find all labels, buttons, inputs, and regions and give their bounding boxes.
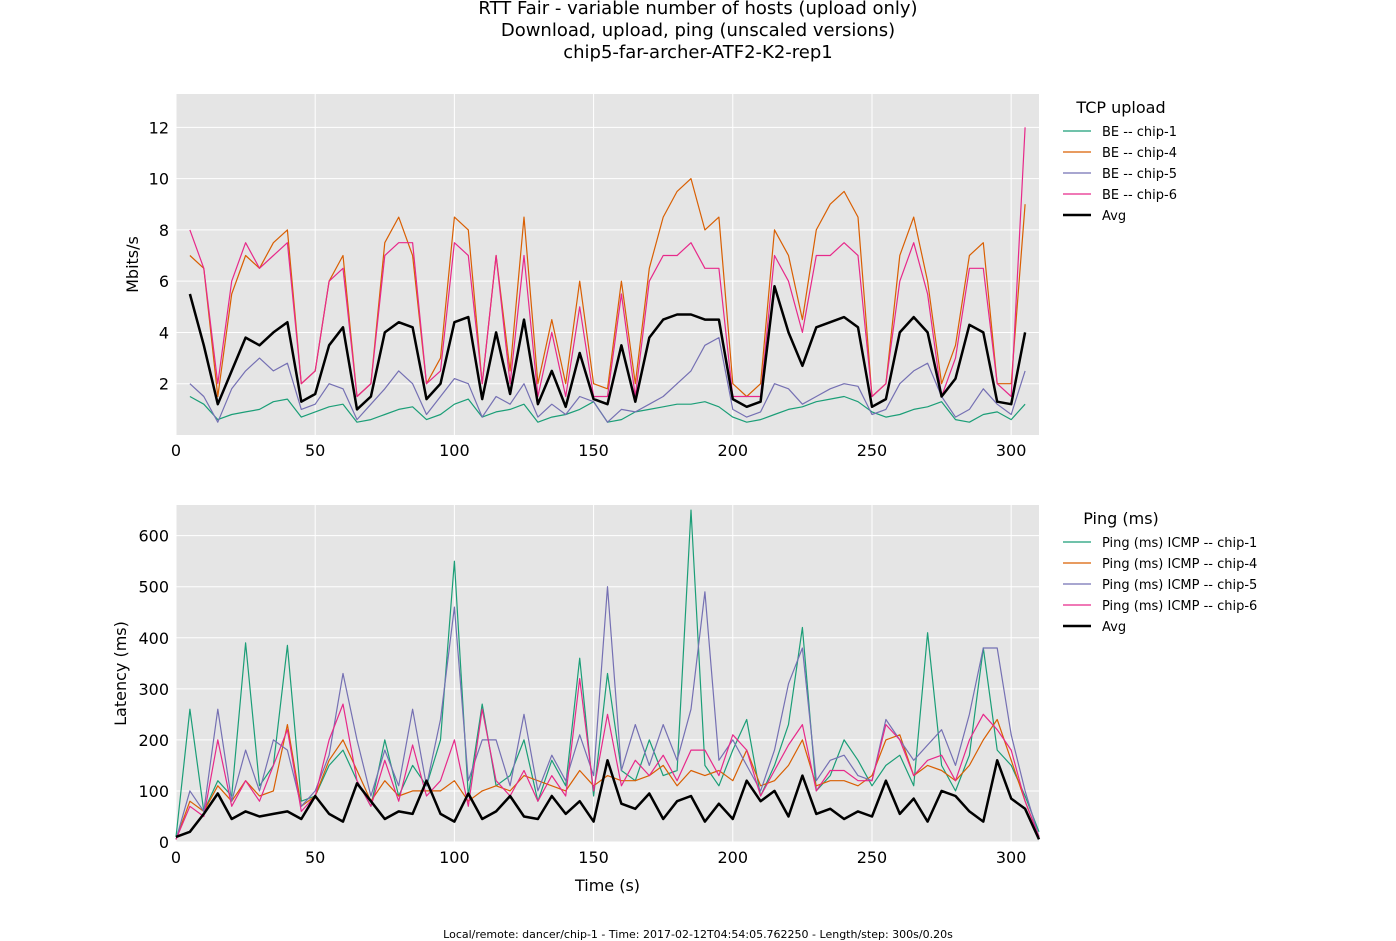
upload-series-chip-6 xyxy=(189,127,1026,398)
upload-legend-label-avg: Avg xyxy=(1102,209,1126,224)
upload-y-axis-label: Mbits/s xyxy=(123,236,142,293)
title-line-1: RTT Fair - variable number of hosts (upl… xyxy=(478,0,918,19)
upload-x-tick-label: 150 xyxy=(578,441,609,460)
ping-y-tick-label: 300 xyxy=(138,680,169,699)
upload-x-tick-label: 200 xyxy=(718,441,749,460)
upload-series-chip-5 xyxy=(189,337,1026,423)
ping-y-tick-label: 200 xyxy=(138,731,169,750)
upload-x-tick-label: 250 xyxy=(857,441,888,460)
ping-legend-label-avg: Avg xyxy=(1102,620,1126,635)
upload-y-tick-label: 10 xyxy=(149,170,169,189)
upload-x-tick-label: 300 xyxy=(996,441,1027,460)
ping-x-tick-label: 150 xyxy=(578,848,609,867)
ping-x-tick-label: 250 xyxy=(857,848,888,867)
ping-legend-label-chip-5: Ping (ms) ICMP -- chip-5 xyxy=(1102,578,1257,593)
upload-x-tick-label: 100 xyxy=(439,441,470,460)
upload-legend-label-chip-6: BE -- chip-6 xyxy=(1102,188,1177,203)
ping-y-tick-label: 0 xyxy=(159,833,169,852)
upload-y-tick-label: 4 xyxy=(159,323,169,342)
ping-y-tick-label: 400 xyxy=(138,629,169,648)
ping-x-axis-label: Time (s) xyxy=(574,876,640,895)
ping-y-axis-label: Latency (ms) xyxy=(111,621,130,726)
ping-x-tick-label: 50 xyxy=(305,848,325,867)
ping-x-tick-label: 300 xyxy=(996,848,1027,867)
title-line-2: Download, upload, ping (unscaled version… xyxy=(500,20,896,41)
upload-x-tick-label: 50 xyxy=(305,441,325,460)
ping-y-tick-label: 500 xyxy=(138,578,169,597)
footer-caption: Local/remote: dancer/chip-1 - Time: 2017… xyxy=(443,928,953,941)
upload-y-tick-label: 8 xyxy=(159,221,169,240)
ping-x-tick-label: 0 xyxy=(171,848,181,867)
upload-legend-label-chip-1: BE -- chip-1 xyxy=(1102,125,1177,140)
ping-x-tick-label: 100 xyxy=(439,848,470,867)
ping-series-chip-6 xyxy=(175,677,1040,840)
upload-x-tick-label: 0 xyxy=(171,441,181,460)
title-line-3: chip5-far-archer-ATF2-K2-rep1 xyxy=(563,42,833,63)
ping-legend-label-chip-6: Ping (ms) ICMP -- chip-6 xyxy=(1102,599,1257,614)
ping-legend-label-chip-1: Ping (ms) ICMP -- chip-1 xyxy=(1102,536,1257,551)
upload-series-avg xyxy=(188,285,1027,411)
ping-y-tick-label: 100 xyxy=(138,782,169,801)
upload-legend-label-chip-5: BE -- chip-5 xyxy=(1102,167,1177,182)
upload-y-tick-label: 6 xyxy=(159,272,169,291)
ping-series-chip-4 xyxy=(175,718,1040,840)
upload-y-tick-label: 2 xyxy=(159,375,169,394)
ping-legend-label-chip-4: Ping (ms) ICMP -- chip-4 xyxy=(1102,557,1257,572)
upload-legend-label-chip-4: BE -- chip-4 xyxy=(1102,146,1177,161)
ping-y-tick-label: 600 xyxy=(138,527,169,546)
upload-legend-title: TCP upload xyxy=(1075,98,1165,117)
ping-legend-title: Ping (ms) xyxy=(1083,509,1159,528)
upload-y-tick-label: 12 xyxy=(149,118,169,137)
ping-x-tick-label: 200 xyxy=(718,848,749,867)
